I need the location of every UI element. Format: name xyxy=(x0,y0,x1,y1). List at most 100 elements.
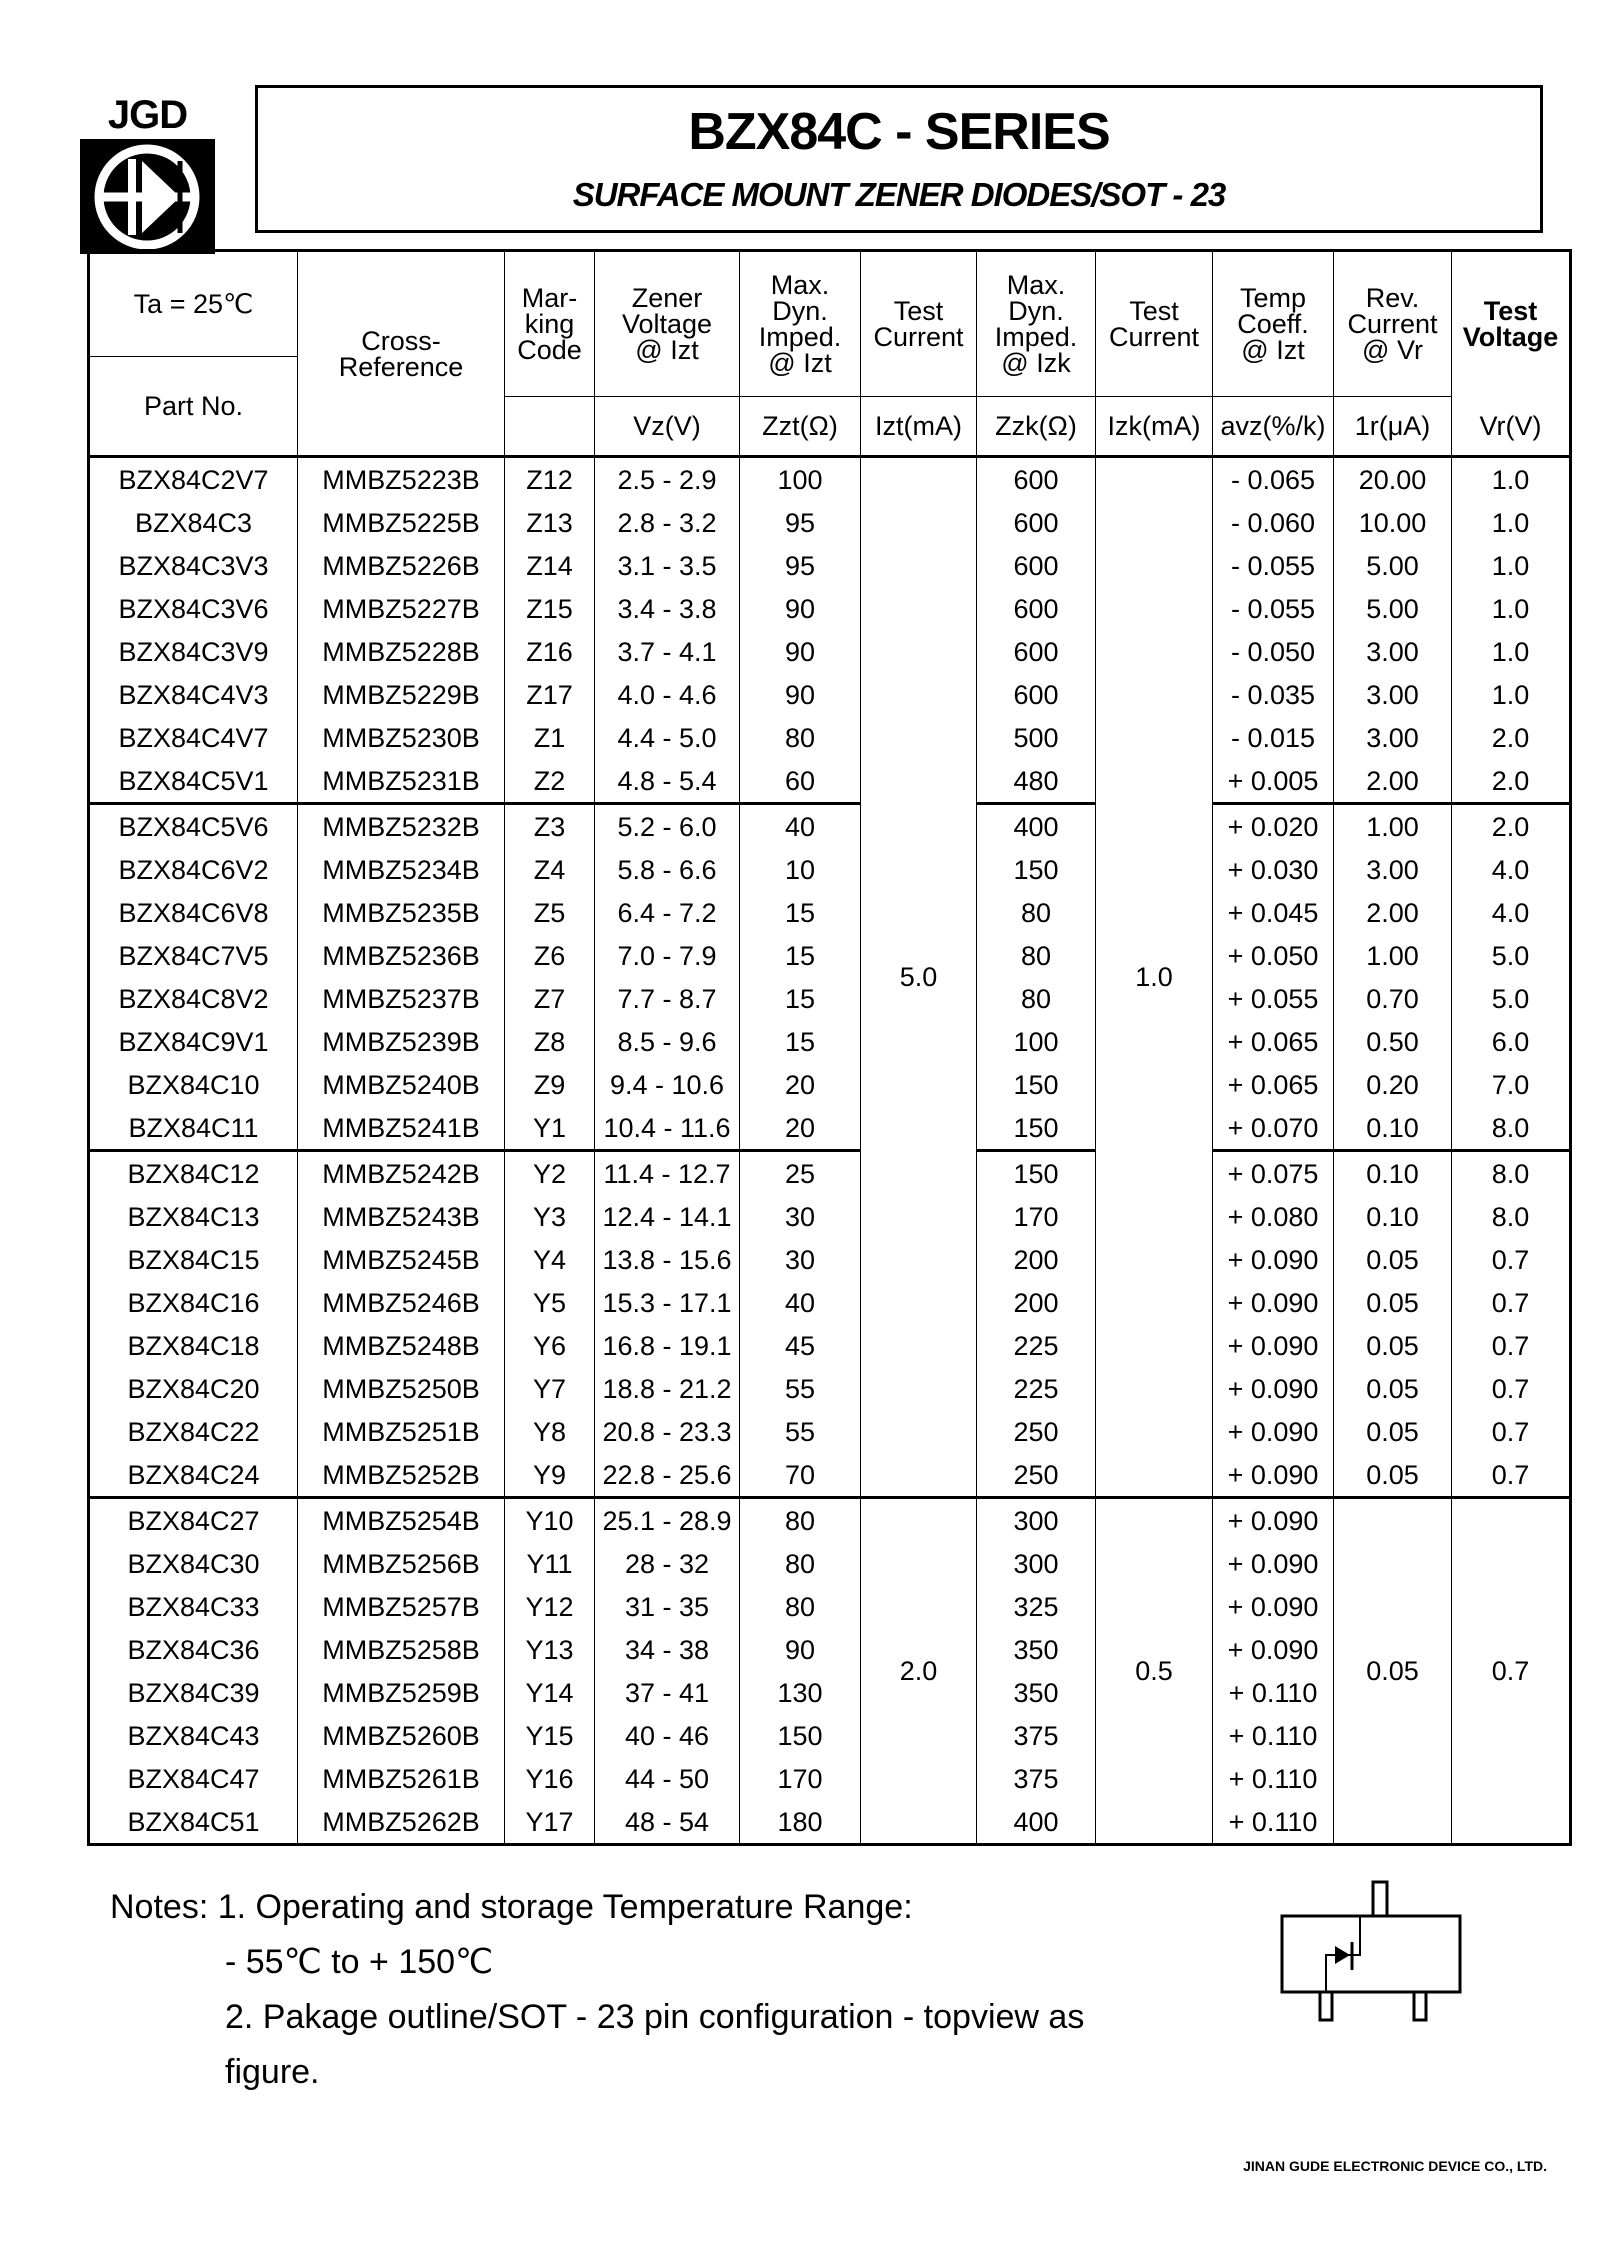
test-voltage: 1.0 xyxy=(1451,587,1571,630)
table-row: BZX84C24 MMBZ5252B Y9 22.8 - 25.6 70 250 + 0.0… xyxy=(88,1453,1571,1498)
header-zzk: Max. Dyn. Imped. @ Izk xyxy=(976,250,1096,397)
temp-coeff: - 0.055 xyxy=(1212,587,1334,630)
zzt: 170 xyxy=(739,1757,861,1800)
test-voltage: 2.0 xyxy=(1451,802,1571,848)
cross-ref: MMBZ5242B xyxy=(297,1149,505,1195)
marking-code: Z5 xyxy=(504,891,595,934)
zzt: 40 xyxy=(739,1281,861,1324)
unit-label: Zzt(Ω) xyxy=(739,396,861,457)
part-no: BZX84C36 xyxy=(88,1628,298,1671)
temp-coeff: + 0.090 xyxy=(1212,1628,1334,1671)
temp-coeff: + 0.070 xyxy=(1212,1106,1334,1151)
notes: Notes: 1. Operating and storage Temperat… xyxy=(110,1880,1084,2100)
zzt: 40 xyxy=(739,802,861,848)
test-voltage: 5.0 xyxy=(1451,977,1571,1020)
vr-merged: 0.7 xyxy=(1451,1496,1571,1845)
part-no: BZX84C8V2 xyxy=(88,977,298,1020)
zzt: 10 xyxy=(739,848,861,891)
unit-label: Vz(V) xyxy=(594,396,740,457)
temp-coeff: + 0.090 xyxy=(1212,1281,1334,1324)
zzt: 90 xyxy=(739,630,861,673)
cross-ref: MMBZ5260B xyxy=(297,1714,505,1757)
zzt: 15 xyxy=(739,1020,861,1063)
zener-voltage: 9.4 - 10.6 xyxy=(594,1063,740,1106)
zzt: 20 xyxy=(739,1063,861,1106)
unit-label: 1r(μA) xyxy=(1333,396,1452,457)
cross-ref: MMBZ5227B xyxy=(297,587,505,630)
rev-current: 1.00 xyxy=(1333,934,1452,977)
zzk: 325 xyxy=(976,1585,1096,1628)
unit-label: Izt(mA) xyxy=(860,396,977,457)
part-no: BZX84C24 xyxy=(88,1453,298,1498)
marking-code: Y4 xyxy=(504,1238,595,1281)
cross-ref: MMBZ5232B xyxy=(297,802,505,848)
marking-code: Z1 xyxy=(504,716,595,759)
cross-ref: MMBZ5254B xyxy=(297,1496,505,1542)
table-row: BZX84C5V1 MMBZ5231B Z2 4.8 - 5.4 60 480 + 0.00… xyxy=(88,759,1571,804)
table-row: BZX84C30 MMBZ5256B Y11 28 - 32 80 300 + 0.090 xyxy=(88,1542,1571,1585)
zzk: 600 xyxy=(976,501,1096,544)
zener-voltage: 16.8 - 19.1 xyxy=(594,1324,740,1367)
zener-voltage: 5.2 - 6.0 xyxy=(594,802,740,848)
test-voltage: 8.0 xyxy=(1451,1195,1571,1238)
unit-label: Zzk(Ω) xyxy=(976,396,1096,457)
test-voltage: 4.0 xyxy=(1451,848,1571,891)
marking-code: Z17 xyxy=(504,673,595,716)
zener-voltage: 10.4 - 11.6 xyxy=(594,1106,740,1151)
zzt: 25 xyxy=(739,1149,861,1195)
table-row: BZX84C6V2 MMBZ5234B Z4 5.8 - 6.6 10 150 + 0.03… xyxy=(88,848,1571,891)
part-no: BZX84C13 xyxy=(88,1195,298,1238)
rev-current: 3.00 xyxy=(1333,630,1452,673)
zzt: 30 xyxy=(739,1238,861,1281)
zzt: 55 xyxy=(739,1410,861,1453)
zener-voltage: 44 - 50 xyxy=(594,1757,740,1800)
zzt: 100 xyxy=(739,455,861,501)
part-no: BZX84C20 xyxy=(88,1367,298,1410)
zzk: 250 xyxy=(976,1410,1096,1453)
rev-current: 2.00 xyxy=(1333,759,1452,804)
note-2: 2. Pakage outline/SOT - 23 pin configura… xyxy=(225,1998,1085,2036)
part-no: BZX84C9V1 xyxy=(88,1020,298,1063)
header-zener: Zener Voltage @ Izt xyxy=(594,250,740,397)
temp-coeff: + 0.030 xyxy=(1212,848,1334,891)
table-row: BZX84C11 MMBZ5241B Y1 10.4 - 11.6 20 150 + 0.0… xyxy=(88,1106,1571,1151)
header-ta: Ta = 25℃ xyxy=(88,250,298,357)
page-subtitle: SURFACE MOUNT ZENER DIODES/SOT - 23 xyxy=(572,176,1227,213)
rev-current: 0.05 xyxy=(1333,1238,1452,1281)
table-row: BZX84C51 MMBZ5262B Y17 48 - 54 180 400 + 0.110 xyxy=(88,1800,1571,1845)
zzk: 100 xyxy=(976,1020,1096,1063)
zzt: 15 xyxy=(739,977,861,1020)
rev-current: 0.05 xyxy=(1333,1281,1452,1324)
temp-coeff: - 0.035 xyxy=(1212,673,1334,716)
zzk: 350 xyxy=(976,1671,1096,1714)
zener-voltage: 48 - 54 xyxy=(594,1800,740,1845)
cross-ref: MMBZ5259B xyxy=(297,1671,505,1714)
zener-voltage: 6.4 - 7.2 xyxy=(594,891,740,934)
zzk: 600 xyxy=(976,630,1096,673)
zzk: 170 xyxy=(976,1195,1096,1238)
header-rev: Rev. Current @ Vr xyxy=(1333,250,1452,397)
zzk: 600 xyxy=(976,673,1096,716)
zzt: 80 xyxy=(739,1585,861,1628)
zzt: 180 xyxy=(739,1800,861,1845)
zener-voltage: 25.1 - 28.9 xyxy=(594,1496,740,1542)
zener-voltage: 20.8 - 23.3 xyxy=(594,1410,740,1453)
table-row: BZX84C12 MMBZ5242B Y2 11.4 - 12.7 25 150 + 0.0… xyxy=(88,1149,1571,1195)
zzk: 80 xyxy=(976,934,1096,977)
zzk: 150 xyxy=(976,1063,1096,1106)
temp-coeff: + 0.090 xyxy=(1212,1496,1334,1542)
zener-voltage: 31 - 35 xyxy=(594,1585,740,1628)
zzt: 20 xyxy=(739,1106,861,1151)
marking-code: Z3 xyxy=(504,802,595,848)
zzt: 45 xyxy=(739,1324,861,1367)
zzk: 80 xyxy=(976,977,1096,1020)
test-voltage: 0.7 xyxy=(1451,1238,1571,1281)
rev-current: 0.10 xyxy=(1333,1149,1452,1195)
table-row: BZX84C33 MMBZ5257B Y12 31 - 35 80 325 + 0.090 xyxy=(88,1585,1571,1628)
table-row: BZX84C18 MMBZ5248B Y6 16.8 - 19.1 45 225 + 0.0… xyxy=(88,1324,1571,1367)
marking-code: Y11 xyxy=(504,1542,595,1585)
zzk: 300 xyxy=(976,1496,1096,1542)
table-row: BZX84C4V3 MMBZ5229B Z17 4.0 - 4.6 90 600 - 0.0… xyxy=(88,673,1571,716)
zener-voltage: 3.4 - 3.8 xyxy=(594,587,740,630)
zzt: 15 xyxy=(739,934,861,977)
